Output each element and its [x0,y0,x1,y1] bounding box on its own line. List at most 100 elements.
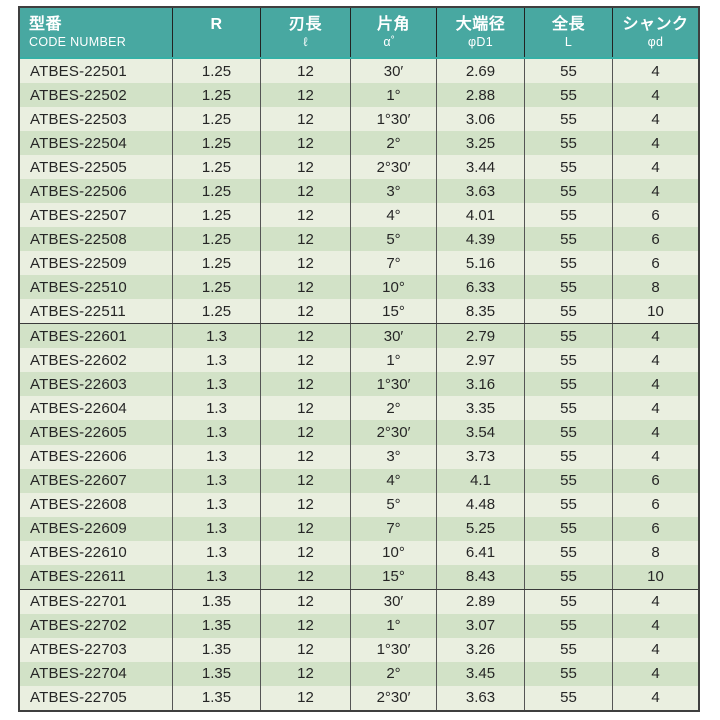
flute-length-cell: 12 [261,661,351,686]
flute-length-cell: 12 [261,444,351,469]
angle-cell: 10° [351,275,437,300]
shank-cell: 4 [651,86,660,104]
shank-cell: 4 [651,399,660,417]
code-cell: ATBES-22508 [20,227,173,252]
large-end-dia-cell: 3.45 [437,661,525,686]
r-cell: 1.25 [173,299,261,324]
shank-cell: 8 [651,278,660,296]
code-cell: ATBES-22611 [20,564,173,589]
shank-cell: 6 [651,230,660,248]
table-row: ATBES-22702 1.35 12 1° 3.07 55 4 [20,613,698,638]
overall-length-cell: 55 [525,324,613,349]
overall-length-cell: 55 [525,420,613,445]
large-end-dia-cell: 2.69 [437,59,525,84]
r-cell: 1.35 [173,637,261,662]
flute-length-cell: 12 [261,131,351,156]
code-cell: ATBES-22610 [20,540,173,565]
code-cell: ATBES-22608 [20,492,173,517]
spec-table: 型番 CODE NUMBER R 刃長 ℓ 片角 α゜ 大端径 φD1 全長 L… [18,6,700,712]
large-end-dia-cell: 3.16 [437,372,525,397]
angle-cell: 5° [351,492,437,517]
table-header: 型番 CODE NUMBER R 刃長 ℓ 片角 α゜ 大端径 φD1 全長 L… [20,8,698,59]
r-cell: 1.25 [173,131,261,156]
table-row: ATBES-22507 1.25 12 4° 4.01 55 6 [20,203,698,228]
table-row: ATBES-22502 1.25 12 1° 2.88 55 4 [20,83,698,108]
header-col-large-end-dia-jp: 大端径 [455,16,506,33]
angle-cell: 1° [351,83,437,108]
code-cell: ATBES-22609 [20,516,173,541]
large-end-dia-cell: 3.26 [437,637,525,662]
r-cell: 1.25 [173,179,261,204]
header-col-half-angle-symbol: α゜ [383,35,404,49]
large-end-dia-cell: 2.79 [437,324,525,349]
large-end-dia-cell: 3.35 [437,396,525,421]
table-row: ATBES-22508 1.25 12 5° 4.39 55 6 [20,227,698,252]
large-end-dia-cell: 5.16 [437,251,525,276]
header-col-code-number: 型番 CODE NUMBER [20,8,173,57]
r-cell: 1.3 [173,564,261,589]
angle-cell: 1°30′ [351,372,437,397]
code-cell: ATBES-22601 [20,324,173,349]
table-row: ATBES-22506 1.25 12 3° 3.63 55 4 [20,179,698,204]
flute-length-cell: 12 [261,251,351,276]
flute-length-cell: 12 [261,203,351,228]
angle-cell: 2°30′ [351,685,437,710]
overall-length-cell: 55 [525,492,613,517]
overall-length-cell: 55 [525,661,613,686]
shank-cell: 4 [651,593,660,611]
table-row: ATBES-22505 1.25 12 2°30′ 3.44 55 4 [20,155,698,180]
code-cell: ATBES-22602 [20,348,173,373]
header-col-code-number-jp: 型番 [29,16,63,33]
angle-cell: 1° [351,613,437,638]
overall-length-cell: 55 [525,203,613,228]
code-cell: ATBES-22605 [20,420,173,445]
table-row: ATBES-22601 1.3 12 30′ 2.79 55 4 [20,323,698,349]
r-cell: 1.3 [173,516,261,541]
code-cell: ATBES-22501 [20,59,173,84]
large-end-dia-cell: 2.97 [437,348,525,373]
shank-cell: 4 [651,110,660,128]
r-cell: 1.25 [173,203,261,228]
shank-cell: 4 [651,423,660,441]
large-end-dia-cell: 4.39 [437,227,525,252]
code-cell: ATBES-22603 [20,372,173,397]
angle-cell: 3° [351,444,437,469]
overall-length-cell: 55 [525,685,613,710]
header-col-flute-length-symbol: ℓ [303,35,308,49]
code-cell: ATBES-22506 [20,179,173,204]
shank-cell: 4 [651,351,660,369]
overall-length-cell: 55 [525,155,613,180]
code-cell: ATBES-22507 [20,203,173,228]
r-cell: 1.25 [173,107,261,132]
overall-length-cell: 55 [525,564,613,589]
r-cell: 1.25 [173,227,261,252]
angle-cell: 1°30′ [351,107,437,132]
flute-length-cell: 12 [261,179,351,204]
shank-cell: 6 [651,520,660,538]
overall-length-cell: 55 [525,179,613,204]
angle-cell: 2°30′ [351,155,437,180]
r-cell: 1.35 [173,685,261,710]
r-cell: 1.3 [173,348,261,373]
angle-cell: 7° [351,516,437,541]
flute-length-cell: 12 [261,155,351,180]
table-row: ATBES-22504 1.25 12 2° 3.25 55 4 [20,131,698,156]
header-col-overall-length-jp: 全長 [551,16,585,33]
angle-cell: 1°30′ [351,637,437,662]
code-cell: ATBES-22502 [20,83,173,108]
angle-cell: 30′ [351,59,437,84]
shank-cell: 6 [651,206,660,224]
large-end-dia-cell: 4.01 [437,203,525,228]
table-row: ATBES-22510 1.25 12 10° 6.33 55 8 [20,275,698,300]
flute-length-cell: 12 [261,275,351,300]
code-cell: ATBES-22705 [20,685,173,710]
code-cell: ATBES-22701 [20,589,173,614]
overall-length-cell: 55 [525,613,613,638]
flute-length-cell: 12 [261,589,351,614]
flute-length-cell: 12 [261,540,351,565]
r-cell: 1.3 [173,540,261,565]
table-row: ATBES-22608 1.3 12 5° 4.48 55 6 [20,492,698,517]
angle-cell: 10° [351,540,437,565]
shank-cell: 4 [651,665,660,683]
overall-length-cell: 55 [525,83,613,108]
